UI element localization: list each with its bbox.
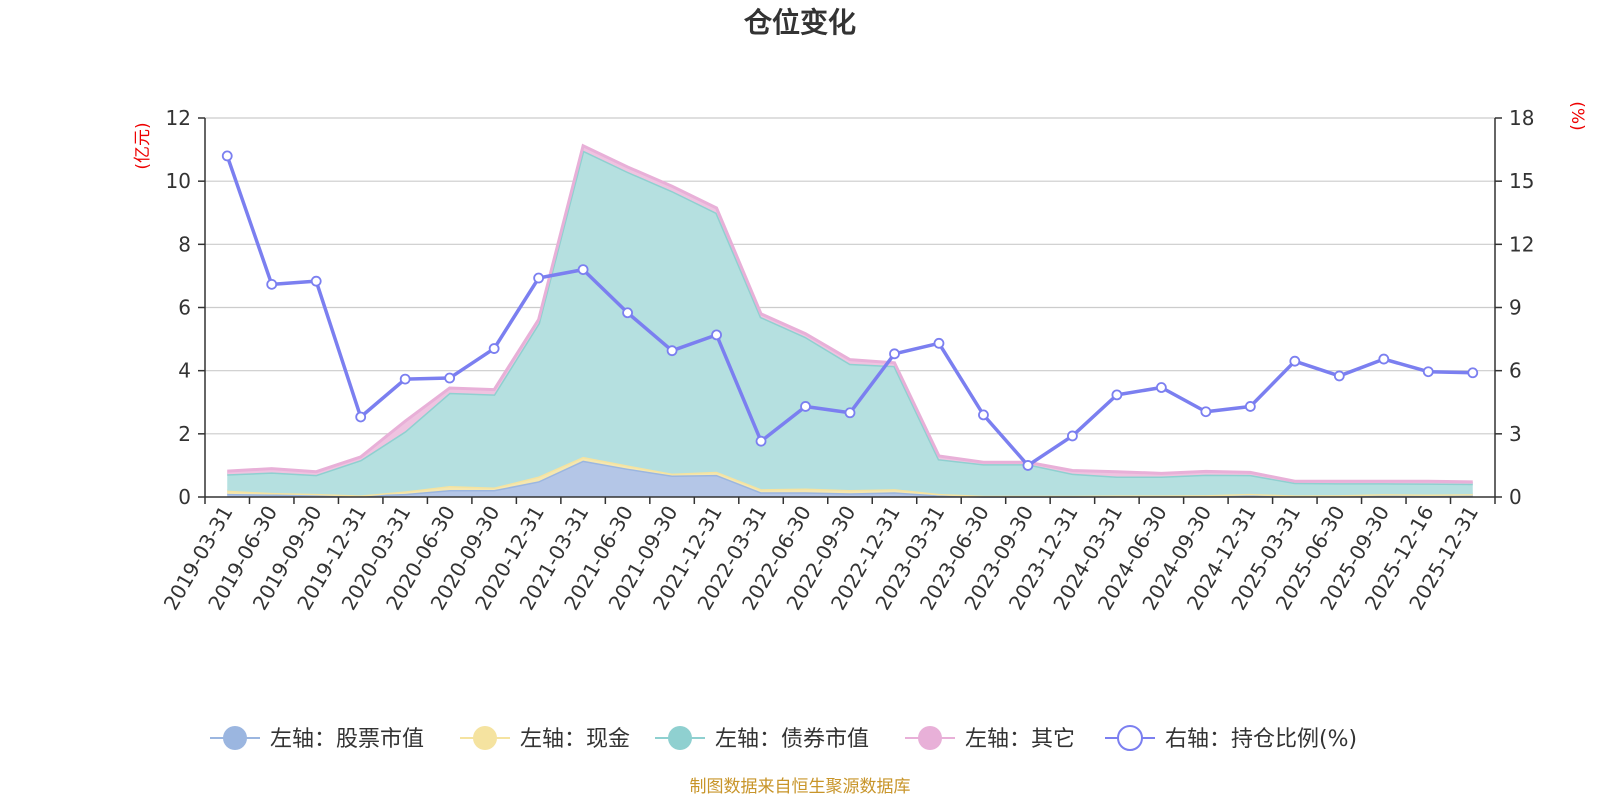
- area-左轴：债券市值: [227, 150, 1473, 496]
- line-point: [310, 275, 322, 287]
- legend-marker-1: [473, 726, 497, 750]
- line-point: [711, 329, 722, 341]
- line-point: [1289, 355, 1301, 367]
- line-point: [1111, 389, 1123, 401]
- legend-marker-3: [918, 726, 942, 750]
- line-point: [800, 401, 811, 412]
- line-point: [399, 373, 411, 385]
- right-tick-label: 15: [1509, 169, 1534, 193]
- legend-label-4: 右轴：持仓比例(%): [1165, 727, 1357, 752]
- left-tick-label: 6: [178, 296, 191, 320]
- line-point: [266, 278, 278, 290]
- left-axis-unit: (亿元): [133, 122, 153, 169]
- left-tick-label: 12: [166, 106, 191, 130]
- line-point: [1333, 370, 1345, 382]
- legend-label-0: 左轴：股票市值: [270, 727, 424, 752]
- line-point: [622, 307, 633, 319]
- line-point: [1244, 401, 1256, 412]
- line-point: [889, 348, 900, 360]
- line-point: [1022, 460, 1034, 471]
- data-source-note: 制图数据来自恒生聚源数据库: [690, 777, 911, 797]
- line-point: [755, 435, 767, 447]
- line-point: [666, 345, 678, 357]
- right-tick-label: 18: [1509, 106, 1534, 130]
- legend-label-3: 左轴：其它: [965, 727, 1075, 752]
- line-point: [978, 409, 989, 421]
- right-axis-unit: (%): [1567, 101, 1587, 130]
- line-point: [1422, 366, 1434, 378]
- line-point: [933, 337, 945, 349]
- line-point: [533, 272, 545, 284]
- chart-title: 仓位变化: [744, 6, 856, 39]
- right-tick-label: 6: [1509, 359, 1522, 383]
- position-ratio-line: [221, 150, 1479, 471]
- legend-marker-0: [223, 726, 247, 750]
- line-point: [1155, 382, 1167, 393]
- legend-label-1: 左轴：现金: [520, 727, 630, 752]
- right-tick-label: 9: [1509, 296, 1522, 320]
- line-point: [488, 343, 500, 354]
- grid-lines: [205, 117, 1495, 435]
- line-point: [221, 150, 233, 162]
- line-point: [444, 372, 456, 384]
- line-point: [1378, 353, 1390, 365]
- line-point: [1200, 406, 1212, 418]
- stacked-areas: [227, 143, 1473, 498]
- legend-marker-4: [1117, 725, 1143, 751]
- legend: 左轴：股票市值 左轴：现金 左轴：债券市值 左轴：其它 右轴：持仓比例(%): [210, 725, 1357, 752]
- line-point: [1067, 430, 1078, 442]
- area-edge-左轴：其它: [227, 143, 1473, 484]
- line-point: [577, 264, 589, 276]
- left-tick-label: 4: [178, 359, 191, 383]
- legend-label-2: 左轴：债券市值: [715, 727, 869, 752]
- line-point: [844, 407, 856, 419]
- line-point: [1467, 367, 1479, 379]
- left-tick-label: 0: [178, 485, 191, 509]
- line-point: [355, 411, 367, 423]
- right-tick-label: 0: [1509, 485, 1522, 509]
- area-左轴：股票市值: [227, 460, 1473, 497]
- right-tick-label: 12: [1509, 232, 1534, 256]
- right-tick-label: 3: [1509, 422, 1522, 446]
- left-tick-label: 8: [178, 232, 191, 256]
- legend-marker-2: [668, 726, 692, 750]
- area-edge-左轴：现金: [227, 455, 1473, 498]
- left-tick-label: 10: [166, 169, 191, 193]
- left-tick-label: 2: [178, 422, 191, 446]
